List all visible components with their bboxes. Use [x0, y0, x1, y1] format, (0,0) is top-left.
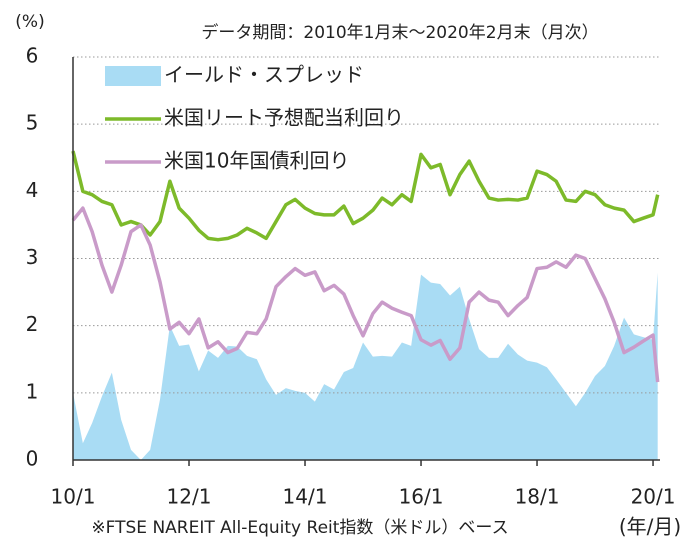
y-tick-label: 6: [26, 44, 39, 68]
y-tick-label: 3: [26, 245, 39, 269]
y-tick-label: 4: [26, 178, 39, 202]
legend-label: 米国10年国債利回り: [164, 149, 349, 173]
x-tick-label: 20/1: [631, 485, 676, 509]
x-tick-label: 10/1: [51, 485, 96, 509]
x-tick-label: 18/1: [515, 485, 560, 509]
legend-label: イールド・スプレッド: [164, 63, 364, 87]
area: [73, 272, 658, 460]
legend-swatch: [105, 66, 161, 86]
y-tick-label: 0: [26, 447, 39, 471]
x-tick-label: 14/1: [283, 485, 328, 509]
line: [71, 206, 660, 383]
y-axis-label: (%): [15, 12, 44, 32]
x-tick-label: 16/1: [399, 485, 444, 509]
y-tick-label: 2: [26, 312, 39, 336]
y-tick-label: 1: [26, 379, 39, 403]
chart-title: データ期間：2010年1月末～2020年2月末（月次）: [201, 22, 598, 43]
y-tick-label: 5: [26, 111, 39, 135]
x-axis-label: (年/月): [619, 515, 681, 539]
legend-label: 米国リート予想配当利回り: [164, 106, 404, 130]
note: ※FTSE NAREIT All-Equity Reit指数（米ドル）ベース: [91, 518, 508, 538]
x-tick-label: 12/1: [167, 485, 212, 509]
line: [71, 150, 660, 242]
